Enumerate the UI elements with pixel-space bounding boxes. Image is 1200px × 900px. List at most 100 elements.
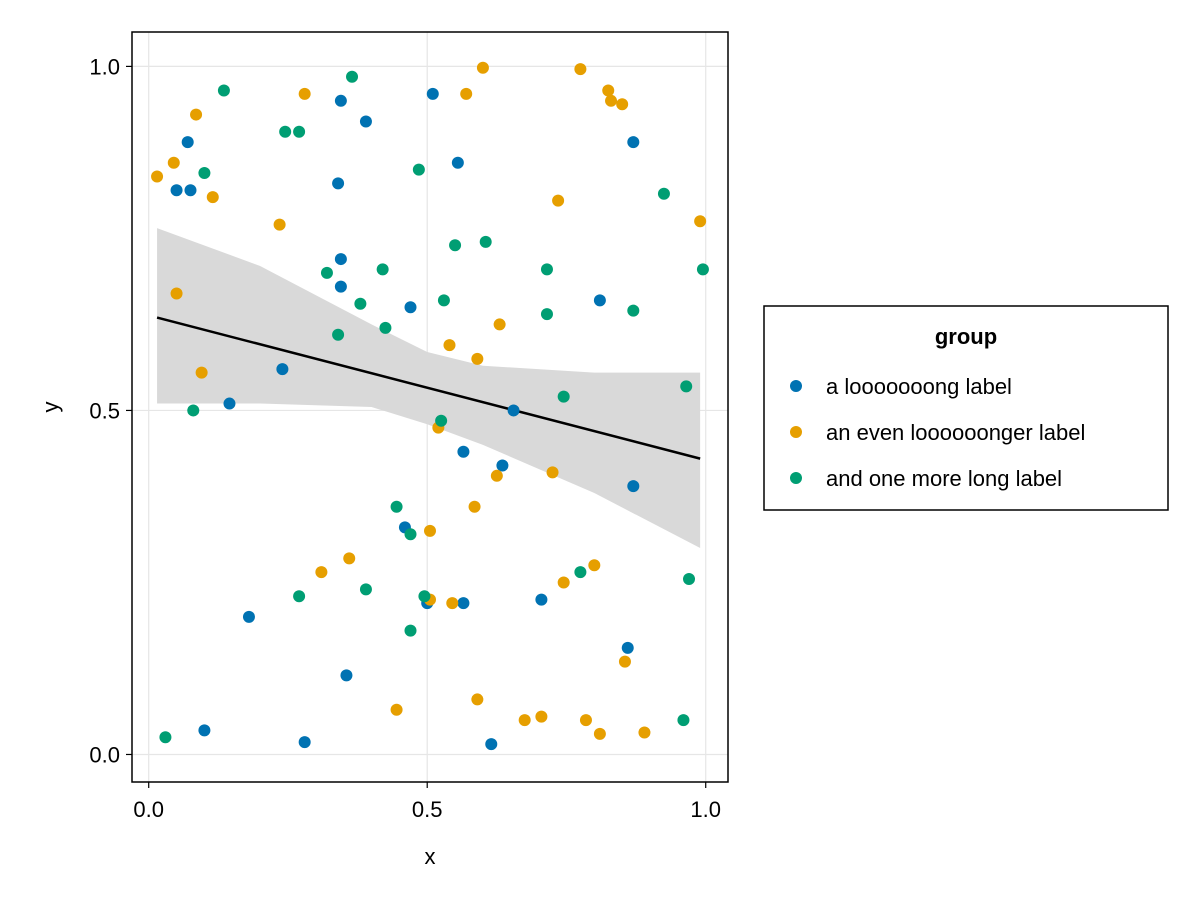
data-point-series-3 (376, 263, 389, 276)
data-point-series-1 (535, 593, 548, 606)
data-point-series-1 (198, 724, 211, 737)
data-point-series-1 (170, 184, 183, 197)
data-point-series-3 (540, 308, 553, 321)
data-point-series-1 (485, 738, 498, 751)
data-point-series-3 (627, 304, 640, 317)
legend-label: and one more long label (826, 466, 1062, 491)
data-point-series-2 (616, 98, 629, 111)
data-point-series-3 (574, 566, 587, 579)
data-point-series-3 (404, 528, 417, 541)
data-point-series-2 (343, 552, 356, 565)
data-point-series-2 (390, 703, 403, 716)
data-point-series-2 (273, 218, 286, 231)
data-point-series-2 (315, 566, 328, 579)
data-point-series-1 (242, 610, 255, 623)
data-point-series-3 (379, 321, 392, 334)
data-point-series-2 (493, 318, 506, 331)
data-point-series-2 (468, 500, 481, 513)
data-point-series-3 (332, 328, 345, 341)
data-point-series-2 (443, 339, 456, 352)
legend-marker (790, 426, 802, 438)
data-points (151, 61, 709, 751)
data-point-series-1 (496, 459, 509, 472)
data-point-series-3 (293, 590, 306, 603)
data-point-series-1 (334, 94, 347, 107)
data-point-series-2 (195, 366, 208, 379)
data-point-series-2 (424, 524, 436, 537)
data-point-series-3 (390, 500, 403, 513)
data-point-series-3 (680, 380, 693, 393)
data-point-series-3 (479, 235, 492, 248)
data-point-series-1 (507, 404, 520, 417)
data-point-series-3 (696, 263, 709, 276)
data-point-series-1 (223, 397, 236, 410)
data-point-series-1 (627, 480, 640, 493)
data-point-series-1 (627, 136, 640, 149)
y-tick-label: 0.0 (89, 742, 120, 767)
regression-line-group (156, 316, 701, 460)
data-point-series-3 (557, 390, 570, 403)
data-point-series-3 (187, 404, 200, 417)
data-point-series-2 (546, 466, 559, 479)
y-tick-label: 0.5 (89, 398, 120, 423)
y-axis-label: y (38, 402, 63, 413)
data-point-series-3 (540, 263, 553, 276)
x-axis-label: x (425, 844, 436, 869)
data-point-series-3 (346, 70, 359, 83)
data-point-series-1 (340, 669, 353, 682)
data-point-series-1 (359, 115, 372, 128)
data-point-series-1 (276, 363, 289, 376)
legend-box (763, 305, 1169, 511)
y-tick-label: 1.0 (89, 54, 120, 79)
data-point-series-3 (437, 294, 450, 307)
data-point-series-1 (298, 736, 311, 749)
data-point-series-3 (412, 163, 425, 176)
data-point-series-2 (557, 576, 570, 589)
data-point-series-3 (435, 414, 448, 427)
data-point-series-3 (198, 167, 211, 180)
data-point-series-2 (167, 156, 180, 169)
data-point-series-2 (490, 469, 503, 482)
data-point-series-2 (471, 693, 484, 706)
data-point-series-3 (159, 731, 172, 744)
data-point-series-2 (574, 63, 587, 76)
data-point-series-2 (579, 714, 592, 727)
data-point-series-2 (694, 215, 707, 228)
data-point-series-1 (593, 294, 606, 307)
data-point-series-1 (334, 280, 347, 293)
data-point-series-2 (298, 87, 311, 100)
legend-marker (790, 380, 802, 392)
regression-line (156, 316, 701, 460)
data-point-series-2 (602, 84, 615, 97)
data-point-series-1 (404, 301, 417, 314)
x-tick-label: 1.0 (690, 797, 721, 822)
legend: group a looooooong label an even loooooon… (763, 305, 1169, 511)
legend-label: a looooooong label (826, 374, 1012, 399)
data-point-series-2 (618, 655, 631, 668)
data-point-series-3 (279, 125, 292, 138)
data-point-series-3 (418, 590, 431, 603)
data-point-series-3 (320, 266, 333, 279)
data-point-series-1 (184, 184, 197, 197)
data-point-series-2 (190, 108, 203, 121)
plot-frame (131, 31, 729, 783)
data-point-series-2 (535, 710, 548, 723)
legend-label: an even loooooonger label (826, 420, 1085, 445)
legend-items: a looooooong label an even loooooonger la… (790, 374, 1085, 491)
data-point-series-3 (217, 84, 230, 97)
data-point-series-3 (359, 583, 372, 596)
data-point-series-3 (449, 239, 462, 252)
data-point-series-1 (451, 156, 464, 169)
data-point-series-2 (170, 287, 183, 300)
data-point-series-2 (476, 61, 489, 74)
x-tick-label: 0.0 (133, 797, 164, 822)
x-tick-label: 0.5 (412, 797, 443, 822)
data-point-series-2 (446, 597, 459, 610)
data-point-series-2 (471, 352, 484, 365)
x-axis-ticks: 0.0 0.5 1.0 (133, 782, 721, 822)
data-point-series-1 (334, 253, 347, 266)
y-axis-ticks: 0.0 0.5 1.0 (89, 54, 132, 767)
data-point-series-2 (605, 94, 618, 107)
data-point-series-2 (206, 191, 219, 204)
